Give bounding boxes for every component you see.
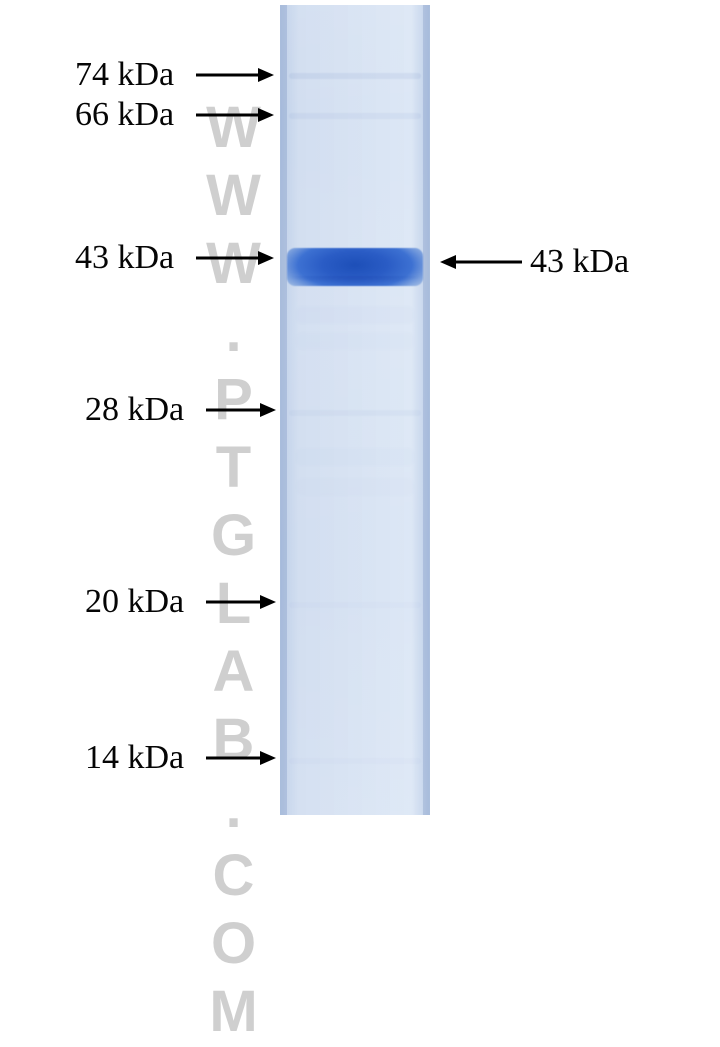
sample-label-43: 43 kDa [530, 243, 629, 281]
faint-band-20 [289, 602, 421, 608]
watermark-text: WWW.PTGLAB.COM [200, 95, 267, 1047]
marker-label-28: 28 kDa [85, 391, 184, 429]
main-band-43kda [287, 248, 423, 286]
lane-edge-right [423, 5, 429, 815]
lane-edge-left [281, 5, 287, 815]
arrow-right-66 [196, 106, 276, 124]
arrow-right-28 [206, 401, 278, 419]
marker-label-74: 74 kDa [75, 56, 174, 94]
arrow-right-20 [206, 593, 278, 611]
faint-band-28 [289, 410, 421, 416]
main-band-smile [287, 276, 423, 288]
gel-figure: WWW.PTGLAB.COM 74 kDa 66 kDa 43 kDa 28 k… [0, 0, 720, 838]
marker-label-14: 14 kDa [85, 739, 184, 777]
marker-label-66: 66 kDa [75, 96, 174, 134]
faint-band-74 [289, 73, 421, 79]
smear-1 [296, 306, 414, 324]
smear-3 [296, 448, 414, 466]
smear-2 [296, 332, 414, 350]
gel-lane [280, 5, 430, 815]
arrow-right-43 [196, 249, 276, 267]
faint-band-14 [289, 758, 421, 764]
marker-label-20: 20 kDa [85, 583, 184, 621]
arrow-right-14 [206, 749, 278, 767]
marker-label-43: 43 kDa [75, 239, 174, 277]
smear-4 [296, 478, 414, 496]
arrow-left-sample [438, 253, 524, 271]
arrow-right-74 [196, 66, 276, 84]
faint-band-66 [289, 113, 421, 119]
